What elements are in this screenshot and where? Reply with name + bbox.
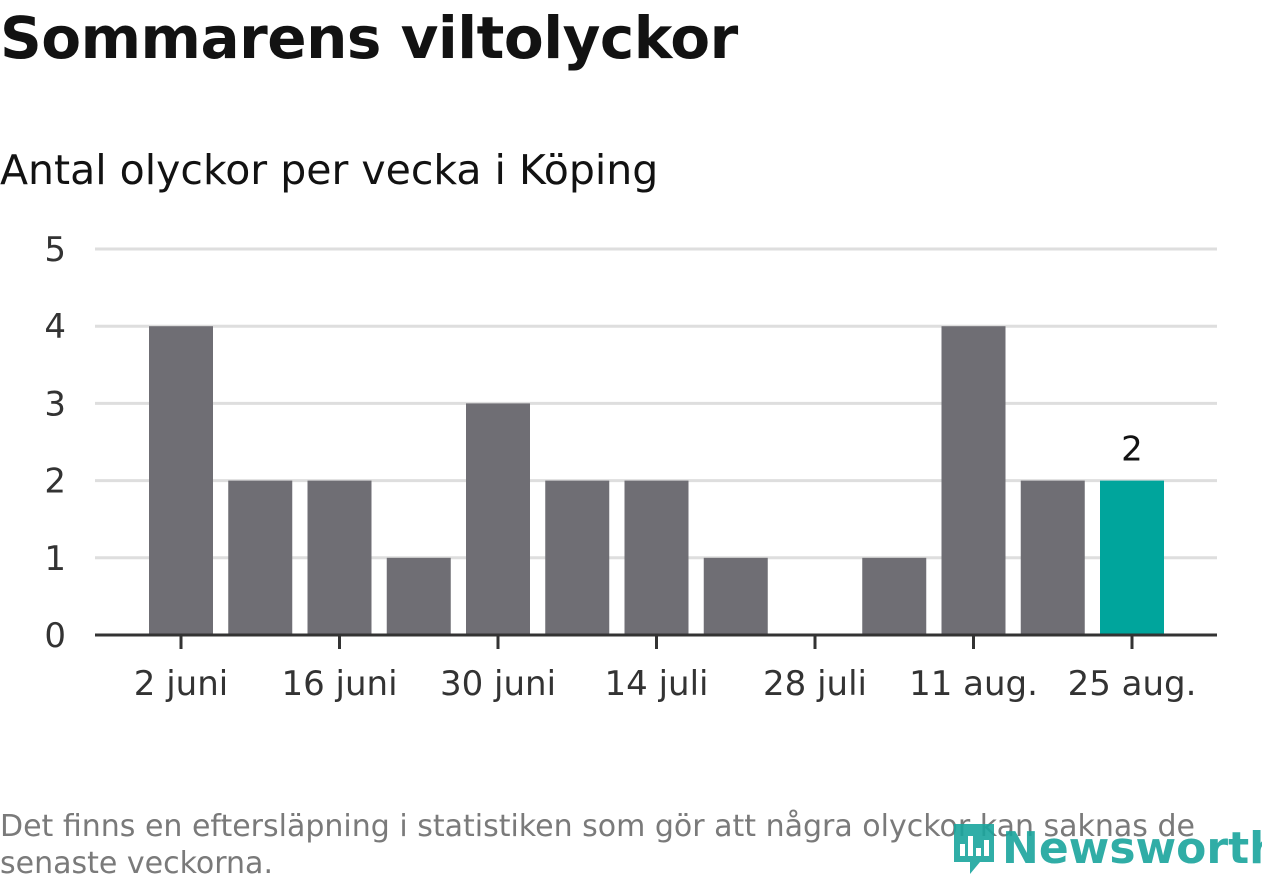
- newsworthy-logo-text: Newsworthy: [1002, 822, 1262, 874]
- chart-title: Sommarens viltolyckor: [0, 4, 738, 72]
- bar: [624, 480, 689, 635]
- x-axis-labels: 2 juni 16 juni 30 juni 14 juli 28 juli 11 aug…: [134, 664, 1197, 704]
- y-tick-label: 1: [44, 539, 66, 579]
- x-axis: [95, 633, 1217, 649]
- x-tick-label: 30 juni: [440, 664, 556, 704]
- bar: [1020, 480, 1085, 635]
- bar: [228, 480, 293, 635]
- y-tick-label: 3: [44, 384, 66, 424]
- data-labels: 2: [1121, 430, 1143, 470]
- bar: [466, 403, 530, 635]
- y-tick-label: 4: [44, 307, 66, 347]
- y-axis-labels: 0 1 2 3 4 5: [44, 230, 66, 656]
- x-tick-label: 25 aug.: [1068, 664, 1197, 704]
- y-tick-label: 2: [44, 462, 66, 502]
- y-tick-label: 0: [44, 616, 66, 656]
- bar: [941, 326, 1006, 635]
- y-tick-label: 5: [44, 230, 66, 270]
- x-tick-label: 16 juni: [281, 664, 397, 704]
- bar: [307, 480, 372, 635]
- data-label: 2: [1121, 430, 1143, 470]
- bars: [149, 326, 1164, 635]
- bar: [862, 557, 927, 635]
- x-tick-label: 2 juni: [134, 664, 228, 704]
- bar: [149, 326, 213, 635]
- bar: [545, 480, 610, 635]
- x-tick-label: 11 aug.: [909, 664, 1038, 704]
- x-tick-label: 28 juli: [763, 664, 867, 704]
- newsworthy-logo: Newsworthy: [950, 818, 1262, 878]
- bar: [703, 557, 768, 635]
- chart-subtitle: Antal olyckor per vecka i Köping: [0, 146, 659, 194]
- x-tick-label: 14 juli: [605, 664, 709, 704]
- bar: [1100, 480, 1164, 635]
- bar: [386, 557, 451, 635]
- footnote: Det finns en eftersläpning i statistiken…: [0, 809, 1195, 881]
- newsworthy-logo-icon: [954, 824, 994, 874]
